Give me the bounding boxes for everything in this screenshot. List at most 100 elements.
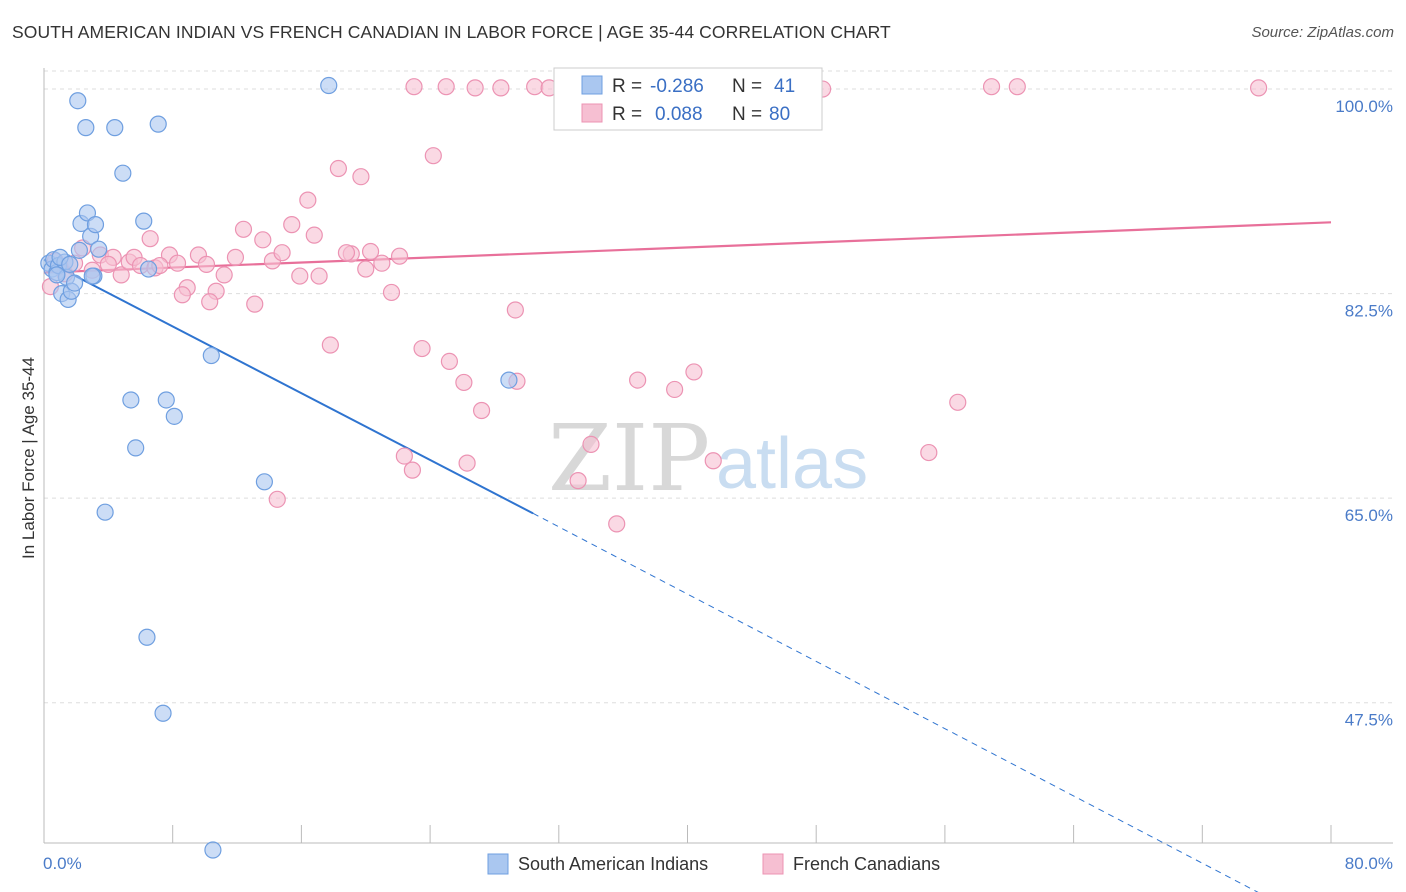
data-point-french-canadian bbox=[629, 371, 647, 389]
source-label: Source: ZipAtlas.com bbox=[1251, 24, 1394, 41]
data-point-french-canadian bbox=[112, 266, 130, 284]
legend-n-value-blue: 41 bbox=[774, 76, 795, 97]
watermark: ZIP atlas bbox=[548, 405, 868, 512]
data-point-south-american-indian bbox=[139, 260, 158, 278]
data-point-french-canadian bbox=[321, 336, 339, 354]
y-tick-labels: 47.5% 65.0% 82.5% 100.0% bbox=[1335, 97, 1393, 730]
data-point-french-canadian bbox=[201, 293, 219, 311]
data-point-french-canadian bbox=[582, 435, 600, 453]
data-point-south-american-indian bbox=[65, 274, 84, 292]
data-point-south-american-indian bbox=[149, 115, 167, 133]
data-point-french-canadian bbox=[405, 78, 423, 96]
data-point-south-american-indian bbox=[96, 503, 114, 521]
data-point-french-canadian bbox=[283, 216, 301, 234]
data-point-french-canadian bbox=[506, 301, 524, 319]
legend-n-label-pink: N = bbox=[732, 104, 762, 125]
bottom-legend-label-blue: South American Indians bbox=[518, 854, 708, 874]
legend-swatch-blue bbox=[581, 75, 603, 95]
data-point-french-canadian bbox=[390, 247, 409, 265]
data-point-south-american-indian bbox=[204, 841, 222, 859]
data-point-french-canadian bbox=[357, 260, 375, 278]
data-point-french-canadian bbox=[685, 363, 703, 381]
watermark-zip: ZIP bbox=[548, 405, 710, 512]
bottom-legend: South American Indians French Canadians bbox=[487, 853, 940, 875]
y-tick-label: 82.5% bbox=[1345, 302, 1393, 321]
data-point-french-canadian bbox=[310, 267, 328, 285]
legend-n-label-blue: N = bbox=[732, 76, 762, 97]
watermark-atlas: atlas bbox=[716, 424, 868, 504]
data-point-french-canadian bbox=[492, 79, 510, 97]
data-point-french-canadian bbox=[254, 231, 272, 249]
data-point-french-canadian bbox=[329, 159, 348, 178]
data-point-french-canadian bbox=[99, 255, 117, 273]
data-point-french-canadian bbox=[403, 461, 422, 479]
series-south-american-indians bbox=[40, 76, 518, 859]
trend-line-pink bbox=[43, 221, 1332, 274]
data-point-south-american-indian bbox=[127, 439, 145, 457]
data-point-french-canadian bbox=[361, 242, 380, 261]
data-point-south-american-indian bbox=[106, 119, 124, 137]
trend-line-blue-extension bbox=[532, 512, 1259, 892]
data-point-south-american-indian bbox=[165, 407, 183, 425]
data-point-french-canadian bbox=[569, 472, 587, 490]
data-point-french-canadian bbox=[424, 147, 442, 165]
data-point-french-canadian bbox=[666, 380, 684, 399]
data-point-french-canadian bbox=[1250, 79, 1268, 97]
bottom-legend-label-pink: French Canadians bbox=[793, 854, 940, 874]
data-point-french-canadian bbox=[440, 352, 459, 371]
data-point-french-canadian bbox=[1008, 78, 1026, 96]
data-point-french-canadian bbox=[704, 452, 722, 470]
data-point-french-canadian bbox=[458, 454, 476, 472]
data-point-french-canadian bbox=[215, 266, 233, 284]
data-point-south-american-indian bbox=[255, 473, 273, 491]
data-point-french-canadian bbox=[455, 373, 473, 392]
data-point-south-american-indian bbox=[70, 241, 88, 259]
data-point-french-canadian bbox=[920, 443, 938, 462]
data-point-south-american-indian bbox=[135, 212, 153, 230]
data-point-french-canadian bbox=[982, 78, 1001, 96]
data-point-french-canadian bbox=[246, 295, 264, 313]
legend-r-label-pink: R = bbox=[612, 104, 642, 125]
legend-swatch-pink bbox=[581, 103, 603, 123]
legend-n-value-pink: 80 bbox=[769, 104, 790, 125]
data-point-south-american-indian bbox=[86, 216, 105, 234]
data-point-french-canadian bbox=[197, 255, 216, 273]
data-point-french-canadian bbox=[305, 226, 323, 244]
data-point-south-american-indian bbox=[138, 628, 156, 646]
data-point-south-american-indian bbox=[69, 92, 87, 110]
axes bbox=[43, 68, 1393, 844]
data-point-south-american-indian bbox=[154, 704, 172, 722]
legend-r-value-blue: -0.286 bbox=[650, 76, 704, 97]
data-point-french-canadian bbox=[608, 515, 626, 533]
data-point-south-american-indian bbox=[78, 204, 97, 222]
y-tick-label: 47.5% bbox=[1345, 711, 1393, 730]
y-tick-label: 100.0% bbox=[1335, 97, 1393, 116]
trend-lines bbox=[43, 221, 1332, 892]
data-point-french-canadian bbox=[373, 254, 391, 272]
data-point-french-canadian bbox=[337, 244, 356, 262]
data-point-french-canadian bbox=[526, 78, 544, 96]
data-point-south-american-indian bbox=[61, 255, 79, 273]
gridlines bbox=[44, 70, 1393, 704]
data-point-south-american-indian bbox=[320, 76, 338, 95]
data-point-south-american-indian bbox=[500, 371, 518, 389]
data-point-french-canadian bbox=[291, 267, 309, 285]
data-point-french-canadian bbox=[466, 79, 484, 97]
data-point-french-canadian bbox=[141, 230, 159, 248]
data-point-french-canadian bbox=[268, 490, 286, 508]
data-point-french-canadian bbox=[437, 78, 455, 96]
y-axis-label: In Labor Force | Age 35-44 bbox=[19, 357, 38, 559]
data-point-french-canadian bbox=[413, 339, 431, 358]
data-point-french-canadian bbox=[173, 286, 191, 304]
trend-line-blue bbox=[43, 258, 534, 515]
legend-r-value-pink: 0.088 bbox=[655, 104, 703, 125]
correlation-legend: R = -0.286 N = 41 R = 0.088 N = 80 bbox=[553, 67, 823, 131]
data-point-south-american-indian bbox=[114, 164, 132, 182]
chart-title: SOUTH AMERICAN INDIAN VS FRENCH CANADIAN… bbox=[12, 22, 891, 42]
data-point-french-canadian bbox=[352, 168, 370, 186]
data-point-south-american-indian bbox=[90, 240, 108, 258]
legend-r-label-blue: R = bbox=[612, 76, 642, 97]
bottom-legend-swatch-pink bbox=[762, 853, 784, 875]
data-point-french-canadian bbox=[168, 254, 187, 272]
